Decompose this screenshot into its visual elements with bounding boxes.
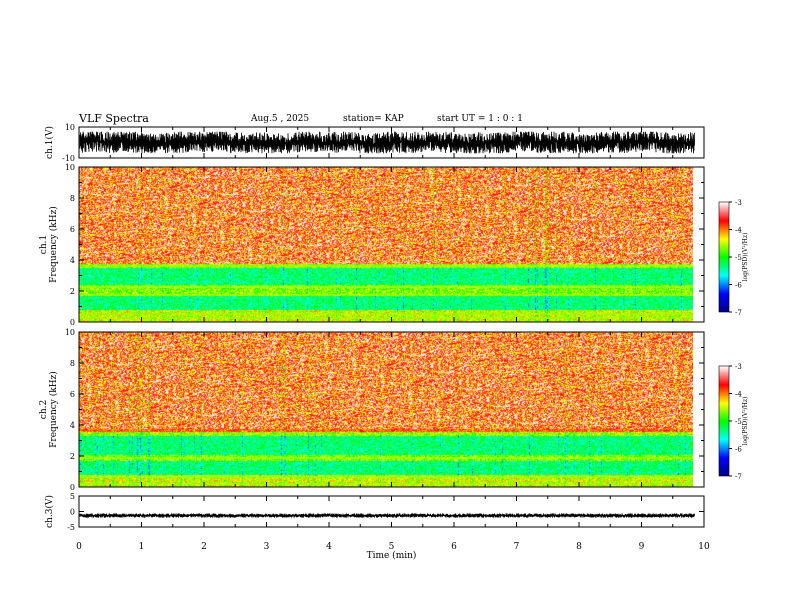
colorbar-tick-label: -5 bbox=[735, 254, 742, 262]
y-tick-label: 4 bbox=[70, 256, 75, 265]
ch1-spectrogram-ylabel: Frequency (kHz) bbox=[48, 206, 59, 283]
y-tick-label: 6 bbox=[70, 390, 75, 399]
ch3-waveform-trace bbox=[79, 513, 695, 518]
ch1-colorbar bbox=[719, 202, 729, 312]
y-tick-label: -5 bbox=[67, 523, 75, 532]
x-tick-label: 7 bbox=[514, 542, 520, 552]
y-tick-label: 2 bbox=[70, 287, 75, 296]
y-tick-label: 0 bbox=[70, 483, 75, 492]
y-tick-label: 6 bbox=[70, 225, 75, 234]
colorbar-tick-label: -5 bbox=[735, 418, 742, 426]
colorbar-tick-label: -6 bbox=[735, 446, 742, 454]
y-tick-label: 8 bbox=[70, 194, 75, 203]
colorbar-tick-label: -4 bbox=[735, 391, 742, 399]
x-tick-label: 1 bbox=[139, 542, 145, 552]
colorbar-tick-label: -4 bbox=[735, 227, 742, 235]
ch1-spectrogram bbox=[79, 167, 693, 322]
x-tick-label: 3 bbox=[264, 542, 270, 552]
ch1-spectrogram-ylabel: ch.1 bbox=[39, 235, 49, 254]
ch1-spectrogram-frame bbox=[78, 166, 705, 323]
ch2-spectrogram-ylabel: ch.2 bbox=[39, 400, 49, 419]
x-tick-label: 6 bbox=[451, 542, 457, 552]
figure-title: VLF Spectra bbox=[79, 112, 149, 125]
ch2-spectrogram bbox=[79, 332, 693, 487]
y-tick-label: 5 bbox=[70, 492, 75, 501]
ch1-waveform-trace bbox=[79, 131, 695, 154]
x-tick-label: 0 bbox=[76, 542, 82, 552]
x-axis-label: Time (min) bbox=[367, 550, 417, 561]
ch2-spectrogram-ylabel: Frequency (kHz) bbox=[48, 371, 59, 448]
colorbar-tick-label: -3 bbox=[735, 199, 742, 207]
ch2-colorbar bbox=[719, 366, 729, 476]
y-tick-label: -10 bbox=[62, 154, 75, 163]
y-tick-label: 0 bbox=[70, 508, 75, 517]
date-label: Aug.5 , 2025 bbox=[251, 114, 310, 124]
x-tick-label: 8 bbox=[576, 542, 582, 552]
station-label: station= KAP bbox=[343, 114, 404, 124]
ch2-spectrogram-frame bbox=[78, 331, 705, 488]
colorbar-frame bbox=[718, 201, 730, 313]
y-tick-label: 0 bbox=[70, 318, 75, 327]
colorbar-tick-label: -7 bbox=[735, 473, 742, 481]
y-tick-label: 10 bbox=[65, 123, 75, 132]
y-tick-label: 2 bbox=[70, 452, 75, 461]
x-tick-label: 5 bbox=[389, 542, 395, 552]
colorbar-tick-label: -7 bbox=[735, 309, 742, 317]
colorbar-frame bbox=[718, 365, 730, 477]
start-time-label: start UT = 1 : 0 : 1 bbox=[437, 114, 523, 124]
ch3-waveform-ylabel: ch.3(V) bbox=[44, 495, 55, 528]
y-tick-label: 10 bbox=[65, 163, 75, 172]
y-tick-label: 8 bbox=[70, 359, 75, 368]
x-tick-label: 2 bbox=[201, 542, 207, 552]
colorbar-tick-label: -3 bbox=[735, 363, 742, 371]
x-tick-label: 9 bbox=[639, 542, 645, 552]
y-tick-label: 10 bbox=[65, 328, 75, 337]
x-tick-label: 4 bbox=[326, 542, 332, 552]
colorbar-tick-label: -6 bbox=[735, 282, 742, 290]
ch1-waveform-ylabel: ch.1(V) bbox=[44, 126, 55, 159]
colorbar-label: log(PSD)(V²/Hz) bbox=[742, 397, 749, 446]
y-tick-label: 4 bbox=[70, 421, 75, 430]
colorbar-label: log(PSD)(V²/Hz) bbox=[742, 233, 749, 282]
x-tick-label: 10 bbox=[698, 542, 710, 552]
